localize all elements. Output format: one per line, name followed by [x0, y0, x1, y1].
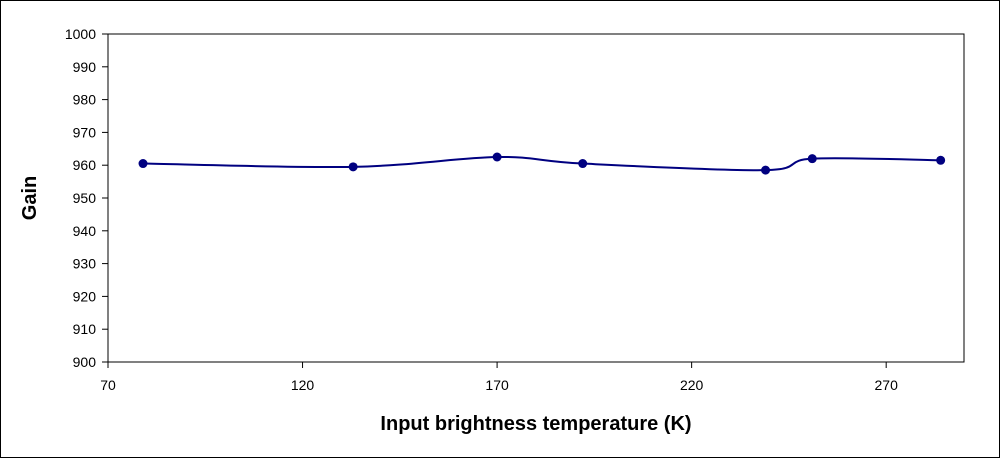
y-axis-title: Gain: [19, 176, 41, 220]
y-tick-label: 950: [73, 190, 97, 206]
y-tick-label: 1000: [65, 26, 96, 42]
data-point: [761, 165, 771, 175]
y-tick-label: 920: [73, 288, 97, 304]
y-tick-label: 900: [73, 354, 97, 370]
x-tick-label: 270: [875, 377, 899, 393]
plot-area: [107, 33, 965, 363]
y-tick-label: 960: [73, 157, 97, 173]
data-point: [936, 155, 946, 165]
data-point: [138, 159, 148, 169]
data-point: [807, 154, 817, 164]
y-tick-label: 930: [73, 256, 97, 272]
data-point: [348, 162, 358, 172]
data-point: [578, 159, 588, 169]
y-axis: 900 910 920 930 940 950 960 970 980 990 1000: [65, 26, 108, 370]
y-tick-label: 980: [73, 92, 97, 108]
y-tick-label: 940: [73, 223, 97, 239]
data-points: [138, 152, 946, 175]
y-tick-label: 910: [73, 321, 97, 337]
x-tick-label: 120: [291, 377, 315, 393]
x-axis: 70 120 170 220 270: [100, 362, 898, 393]
x-tick-label: 70: [100, 377, 116, 393]
x-axis-title: Input brightness temperature (K): [380, 413, 691, 435]
y-tick-label: 990: [73, 59, 97, 75]
data-point: [492, 152, 502, 162]
x-tick-label: 220: [680, 377, 704, 393]
x-tick-label: 170: [485, 377, 509, 393]
y-tick-label: 970: [73, 124, 97, 140]
